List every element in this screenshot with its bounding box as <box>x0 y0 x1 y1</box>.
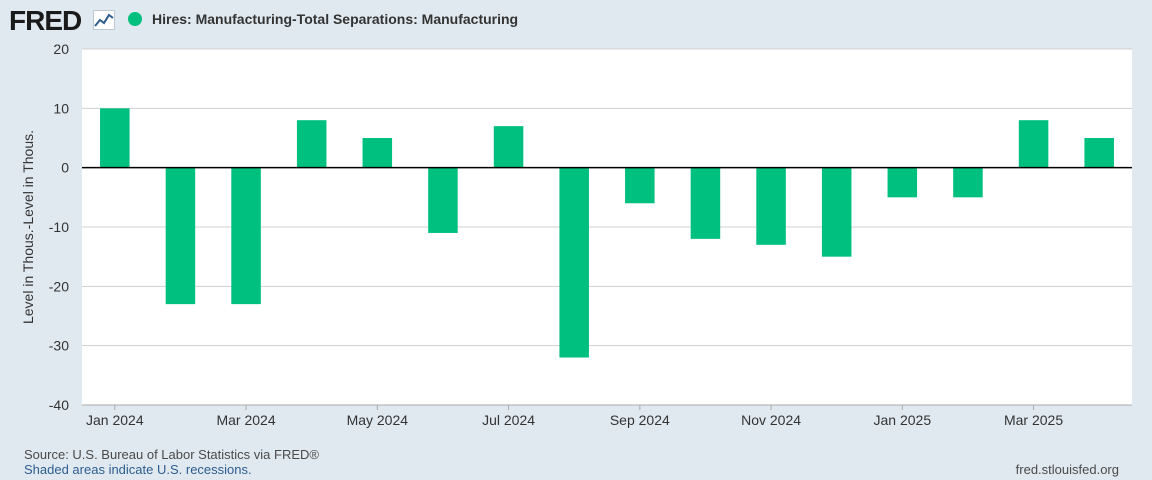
source-note: Source: U.S. Bureau of Labor Statistics … <box>24 447 319 462</box>
y-tick-label: -40 <box>49 397 69 413</box>
x-tick-label: Mar 2025 <box>1004 412 1063 428</box>
fred-logo[interactable]: FRED <box>9 5 82 36</box>
x-tick-label: Jul 2024 <box>482 412 535 428</box>
bar <box>1084 138 1114 168</box>
bar <box>296 120 327 168</box>
x-tick-label: Nov 2024 <box>741 412 801 428</box>
recession-note: Shaded areas indicate U.S. recessions. <box>24 462 252 477</box>
y-tick-label: 0 <box>61 160 69 176</box>
legend-swatch <box>128 12 142 26</box>
bar <box>428 167 458 233</box>
chart-header: FRED Hires: Manufacturing-Total Separati… <box>0 0 1152 44</box>
y-tick-label: -10 <box>49 219 69 235</box>
bar <box>756 167 786 245</box>
site-link[interactable]: fred.stlouisfed.org <box>1015 462 1119 477</box>
bar <box>165 167 196 305</box>
x-tick-label: Mar 2024 <box>216 412 275 428</box>
x-tick-label: Jan 2025 <box>874 412 932 428</box>
legend-label: Hires: Manufacturing-Total Separations: … <box>152 11 519 27</box>
bar <box>821 167 852 257</box>
bar <box>1018 120 1049 168</box>
bar <box>559 167 589 358</box>
x-tick-label: Jan 2024 <box>86 412 144 428</box>
y-tick-label: 10 <box>53 100 69 116</box>
bar <box>231 167 261 305</box>
y-tick-label: -30 <box>49 338 69 354</box>
x-tick-label: Sep 2024 <box>610 412 670 428</box>
y-tick-label: -20 <box>49 278 69 294</box>
bar <box>362 138 393 168</box>
bar <box>100 108 130 168</box>
y-tick-label: 20 <box>53 41 69 57</box>
bar <box>953 167 983 198</box>
bar <box>493 126 524 168</box>
bar <box>887 167 918 198</box>
bar <box>690 167 721 239</box>
line-chart-icon <box>93 10 115 30</box>
bar <box>625 167 655 204</box>
chart-legend: Hires: Manufacturing-Total Separations: … <box>128 11 518 27</box>
x-tick-label: May 2024 <box>347 412 409 428</box>
